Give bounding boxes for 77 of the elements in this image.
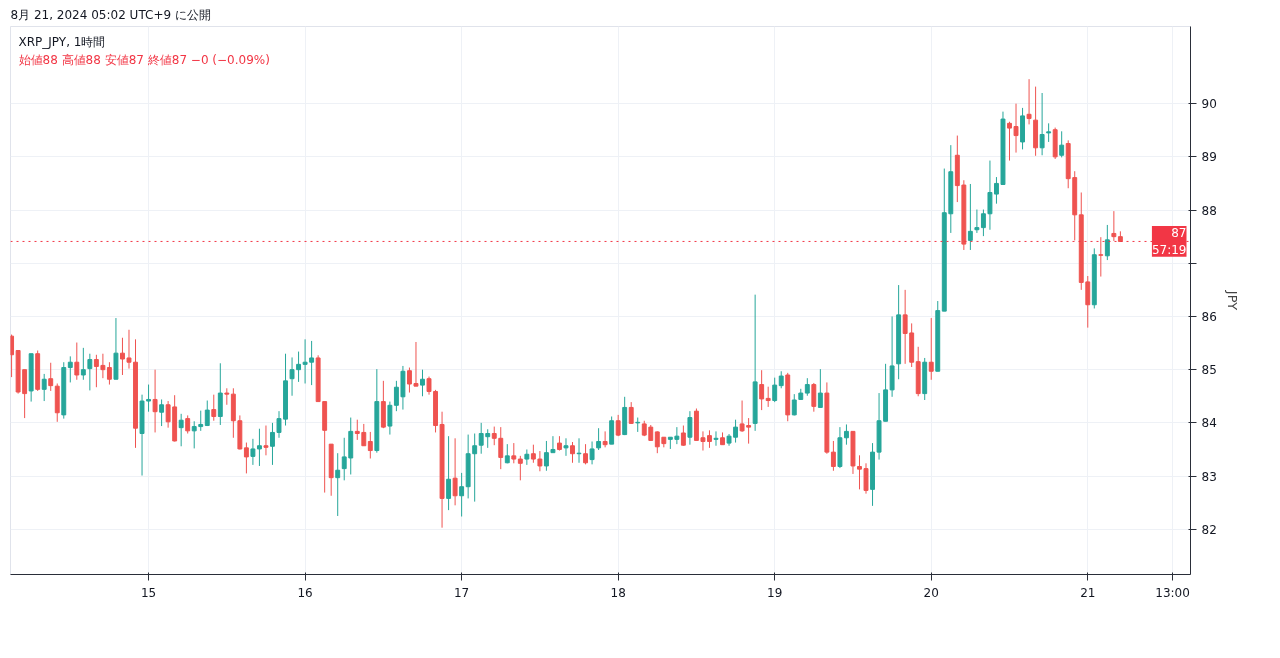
candlestick xyxy=(791,393,797,416)
candlestick xyxy=(367,431,373,460)
candlestick xyxy=(1104,224,1110,261)
candlestick xyxy=(159,398,165,427)
candlestick xyxy=(583,443,589,465)
ref-line-label: 87 57:19 xyxy=(1151,226,1187,257)
x-tick-label: 17 xyxy=(453,585,470,600)
candlestick xyxy=(217,362,223,426)
y-tick-label: 88 xyxy=(1201,203,1217,218)
candlestick xyxy=(511,442,517,464)
candlestick xyxy=(974,209,980,234)
candlestick xyxy=(41,373,47,402)
y-tick-label: 90 xyxy=(1201,97,1217,112)
annotation: 始値88 高値88 安値87 終値87 −0 (−0.09%) xyxy=(18,52,270,67)
candlestick xyxy=(67,355,73,383)
candlestick xyxy=(1059,130,1065,158)
candlestick xyxy=(48,362,54,392)
y-tick-label: 86 xyxy=(1201,309,1217,324)
candlestick xyxy=(602,430,608,448)
y-tick-label: 84 xyxy=(1201,416,1217,431)
x-tick-label: 16 xyxy=(297,585,313,600)
x-tick-label: 15 xyxy=(140,585,157,600)
candlestick xyxy=(289,356,295,397)
candlestick xyxy=(459,472,465,518)
candlestick xyxy=(967,183,973,251)
candlestick xyxy=(563,437,569,457)
y-tick-label: 89 xyxy=(1201,150,1217,165)
candlestick xyxy=(152,369,158,433)
candlestick xyxy=(296,351,302,383)
text: 8月 21, 2024 05:02 UTC+9 に公開 xyxy=(10,7,211,22)
candlestick xyxy=(243,442,249,474)
candlestick xyxy=(1046,122,1052,143)
x-tick-label: 20 xyxy=(923,585,939,600)
x-tick-label: 13:00 xyxy=(1155,585,1190,600)
x-tick-label: 18 xyxy=(610,585,626,600)
candlestick xyxy=(811,382,817,413)
candlestick xyxy=(609,415,615,445)
x-tick-label: 21 xyxy=(1080,585,1096,600)
candlestick xyxy=(387,401,393,436)
candlestick xyxy=(830,440,836,472)
candlestick xyxy=(524,448,530,466)
candlestick xyxy=(185,414,191,435)
candlestick xyxy=(335,452,341,517)
candlestick xyxy=(87,353,93,391)
candlestick xyxy=(1111,210,1117,242)
candlestick xyxy=(817,368,823,408)
text: XRP_JPY, 1時間 xyxy=(18,34,106,49)
y-axis-title: JPY xyxy=(1224,289,1240,311)
candlestick xyxy=(570,441,575,464)
y-tick-label: 83 xyxy=(1201,469,1217,484)
candlestick xyxy=(1026,78,1032,125)
candlestick xyxy=(596,427,602,451)
candlestick xyxy=(759,369,765,411)
candlestick xyxy=(446,435,452,511)
candlestick xyxy=(211,394,217,422)
candlestick xyxy=(772,377,778,403)
candlestick xyxy=(765,386,771,408)
candlestick xyxy=(452,437,458,506)
y-tick-label: 85 xyxy=(1201,363,1217,378)
candlestick xyxy=(517,455,523,481)
candlestick xyxy=(74,342,80,381)
candlestick xyxy=(713,430,719,447)
candlestick xyxy=(178,413,184,447)
candlestick xyxy=(589,440,595,465)
candlestick xyxy=(680,425,686,447)
candlestick xyxy=(628,401,634,425)
candlestick xyxy=(420,369,425,397)
candlestick xyxy=(1098,236,1104,278)
candlestick xyxy=(1039,92,1045,156)
candlestick xyxy=(928,317,934,381)
candlestick xyxy=(843,423,849,446)
x-tick-label: 19 xyxy=(767,585,783,600)
y-tick-label: 82 xyxy=(1201,522,1217,537)
candlestick xyxy=(687,410,693,446)
candlestick xyxy=(80,347,86,381)
candlestick xyxy=(204,400,210,427)
candlestick xyxy=(263,425,269,456)
